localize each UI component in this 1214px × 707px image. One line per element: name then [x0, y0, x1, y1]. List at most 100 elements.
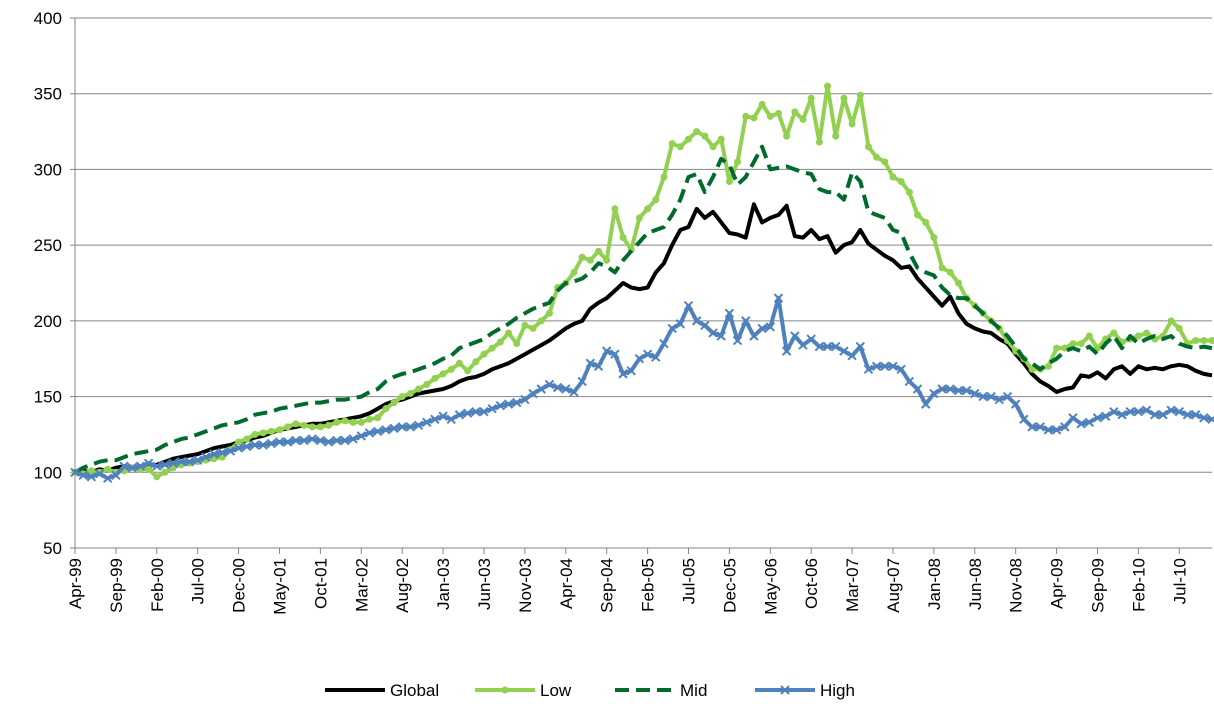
marker: [815, 138, 823, 146]
marker: [1141, 405, 1152, 415]
marker: [619, 234, 627, 242]
marker: [603, 256, 611, 264]
marker: [611, 205, 619, 213]
x-tick-label: Jun-03: [475, 558, 494, 610]
marker: [807, 94, 815, 102]
marker: [423, 380, 431, 388]
marker: [528, 388, 538, 399]
marker: [292, 420, 300, 428]
marker: [505, 329, 513, 337]
legend-item: Low: [475, 681, 572, 700]
marker: [888, 361, 898, 371]
x-tick-label: Jan-03: [434, 558, 453, 610]
marker: [652, 196, 660, 204]
marker: [693, 128, 701, 136]
marker: [920, 399, 931, 409]
marker: [626, 366, 636, 376]
marker: [356, 431, 367, 441]
marker: [790, 331, 800, 341]
marker: [930, 234, 938, 242]
x-tick-label: Feb-00: [148, 558, 167, 612]
marker: [1043, 425, 1054, 435]
marker: [495, 400, 506, 411]
marker: [382, 405, 390, 413]
marker: [1134, 332, 1142, 340]
marker: [308, 423, 316, 431]
marker: [94, 469, 105, 479]
x-tick-label: Apr-99: [66, 558, 85, 609]
marker: [250, 440, 260, 450]
marker: [242, 441, 252, 452]
marker: [750, 114, 758, 122]
marker: [1028, 365, 1036, 373]
marker: [176, 456, 187, 467]
marker: [372, 426, 383, 437]
marker: [863, 364, 874, 375]
marker: [374, 414, 382, 422]
legend-label: Global: [390, 681, 439, 700]
marker: [217, 447, 227, 458]
marker: [536, 384, 546, 394]
y-tick-label: 350: [34, 85, 62, 104]
marker: [773, 293, 784, 303]
marker: [749, 331, 759, 341]
marker: [521, 321, 529, 329]
x-tick-label: Jun-08: [966, 558, 985, 610]
marker: [446, 414, 456, 424]
marker: [381, 425, 391, 435]
marker: [111, 470, 121, 481]
x-tick-label: Feb-05: [639, 558, 658, 612]
y-tick-label: 100: [34, 463, 62, 482]
marker: [880, 361, 890, 371]
marker: [447, 365, 455, 373]
marker: [1174, 407, 1184, 417]
marker: [323, 437, 334, 447]
legend-item: Global: [325, 681, 439, 700]
marker: [1143, 329, 1151, 337]
marker: [430, 414, 440, 424]
x-tick-label: Dec-05: [720, 558, 739, 613]
marker: [946, 268, 954, 276]
marker: [1053, 344, 1061, 352]
marker: [405, 422, 416, 432]
marker: [431, 374, 439, 382]
marker: [717, 135, 725, 143]
marker: [529, 324, 537, 332]
marker: [119, 461, 129, 471]
x-tick-label: Mar-02: [352, 558, 371, 612]
marker: [1182, 410, 1193, 420]
marker: [86, 472, 97, 482]
marker: [413, 420, 424, 431]
marker: [684, 135, 692, 143]
marker: [970, 388, 980, 399]
marker: [832, 132, 840, 140]
marker: [742, 112, 750, 120]
x-tick-label: Feb-10: [1129, 558, 1148, 612]
marker: [78, 470, 88, 481]
marker: [716, 331, 726, 341]
marker: [683, 301, 694, 311]
x-tick-label: Aug-07: [884, 558, 903, 613]
marker: [840, 94, 848, 102]
marker: [389, 423, 399, 434]
marker: [791, 108, 799, 116]
marker: [954, 279, 962, 287]
marker: [235, 438, 243, 446]
marker: [848, 120, 856, 128]
x-tick-label: Aug-02: [393, 558, 412, 613]
marker: [922, 218, 930, 226]
x-tick-label: Nov-08: [1007, 558, 1026, 613]
marker: [847, 350, 857, 361]
marker: [480, 350, 488, 358]
marker: [1200, 337, 1208, 345]
marker: [397, 422, 407, 432]
marker: [1167, 317, 1175, 325]
marker: [398, 393, 406, 401]
marker: [316, 423, 324, 431]
marker: [766, 112, 774, 120]
marker: [691, 316, 702, 326]
marker: [496, 338, 504, 346]
marker: [390, 399, 398, 407]
x-tick-label: Jul-05: [679, 558, 698, 604]
